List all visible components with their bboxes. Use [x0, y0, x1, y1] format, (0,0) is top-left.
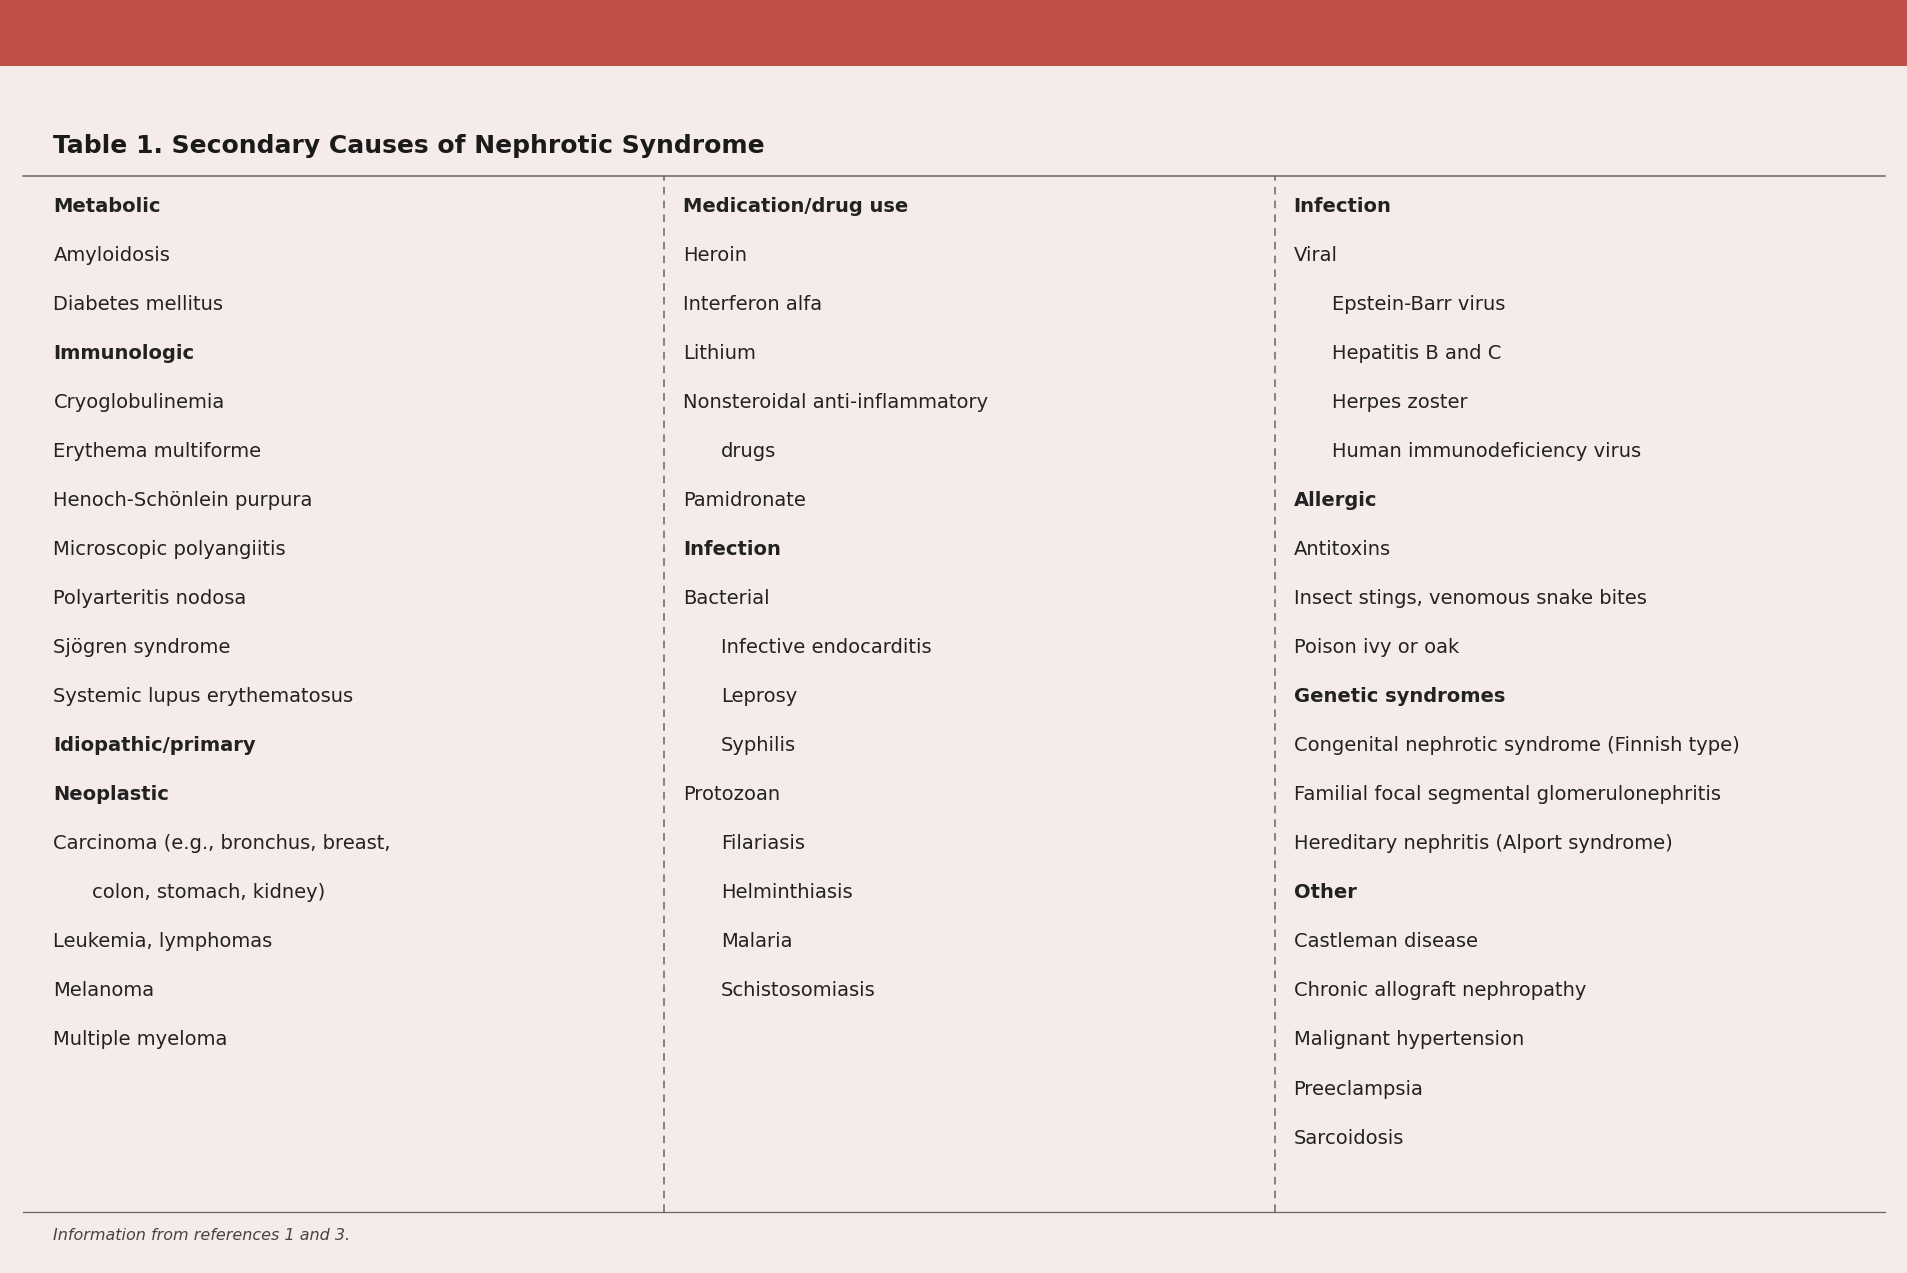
Text: Melanoma: Melanoma	[53, 981, 154, 1001]
Text: Filariasis: Filariasis	[721, 834, 805, 853]
Text: Nonsteroidal anti-inflammatory: Nonsteroidal anti-inflammatory	[683, 393, 988, 412]
Text: Syphilis: Syphilis	[721, 736, 795, 755]
Text: Antitoxins: Antitoxins	[1293, 540, 1390, 559]
Text: Neoplastic: Neoplastic	[53, 785, 170, 805]
Text: Idiopathic/primary: Idiopathic/primary	[53, 736, 256, 755]
Text: Familial focal segmental glomerulonephritis: Familial focal segmental glomerulonephri…	[1293, 785, 1720, 805]
Text: Infective endocarditis: Infective endocarditis	[721, 638, 931, 657]
Text: Genetic syndromes: Genetic syndromes	[1293, 687, 1505, 707]
Text: Poison ivy or oak: Poison ivy or oak	[1293, 638, 1459, 657]
Text: Immunologic: Immunologic	[53, 344, 195, 363]
Text: Malaria: Malaria	[721, 932, 791, 951]
Text: Helminthiasis: Helminthiasis	[721, 883, 852, 903]
Text: Herpes zoster: Herpes zoster	[1331, 393, 1466, 412]
Text: Interferon alfa: Interferon alfa	[683, 295, 822, 314]
Bar	[0, 0, 1907, 66]
Text: drugs: drugs	[721, 442, 776, 461]
Text: Human immunodeficiency virus: Human immunodeficiency virus	[1331, 442, 1640, 461]
Text: Epstein-Barr virus: Epstein-Barr virus	[1331, 295, 1505, 314]
Text: Medication/drug use: Medication/drug use	[683, 197, 908, 216]
Text: Congenital nephrotic syndrome (Finnish type): Congenital nephrotic syndrome (Finnish t…	[1293, 736, 1739, 755]
Text: Cryoglobulinemia: Cryoglobulinemia	[53, 393, 225, 412]
Text: colon, stomach, kidney): colon, stomach, kidney)	[92, 883, 324, 903]
Text: Insect stings, venomous snake bites: Insect stings, venomous snake bites	[1293, 589, 1646, 608]
Text: Malignant hypertension: Malignant hypertension	[1293, 1030, 1524, 1049]
Text: Microscopic polyangiitis: Microscopic polyangiitis	[53, 540, 286, 559]
Text: Viral: Viral	[1293, 246, 1337, 265]
Text: Heroin: Heroin	[683, 246, 748, 265]
Text: Other: Other	[1293, 883, 1356, 903]
Text: Information from references 1 and 3.: Information from references 1 and 3.	[53, 1228, 351, 1244]
Text: Amyloidosis: Amyloidosis	[53, 246, 170, 265]
Text: Sarcoidosis: Sarcoidosis	[1293, 1128, 1404, 1147]
Text: Carcinoma (e.g., bronchus, breast,: Carcinoma (e.g., bronchus, breast,	[53, 834, 391, 853]
Text: Sjögren syndrome: Sjögren syndrome	[53, 638, 231, 657]
Text: Pamidronate: Pamidronate	[683, 491, 805, 510]
Text: Infection: Infection	[1293, 197, 1390, 216]
Text: Hereditary nephritis (Alport syndrome): Hereditary nephritis (Alport syndrome)	[1293, 834, 1672, 853]
Text: Bacterial: Bacterial	[683, 589, 769, 608]
Text: Allergic: Allergic	[1293, 491, 1377, 510]
Text: Lithium: Lithium	[683, 344, 755, 363]
Text: Preeclampsia: Preeclampsia	[1293, 1080, 1423, 1099]
Text: Leprosy: Leprosy	[721, 687, 797, 707]
Text: Table 1. Secondary Causes of Nephrotic Syndrome: Table 1. Secondary Causes of Nephrotic S…	[53, 134, 765, 158]
Text: Multiple myeloma: Multiple myeloma	[53, 1030, 227, 1049]
Text: Protozoan: Protozoan	[683, 785, 780, 805]
Text: Leukemia, lymphomas: Leukemia, lymphomas	[53, 932, 273, 951]
Text: Castleman disease: Castleman disease	[1293, 932, 1476, 951]
Text: Chronic allograft nephropathy: Chronic allograft nephropathy	[1293, 981, 1585, 1001]
Text: Hepatitis B and C: Hepatitis B and C	[1331, 344, 1501, 363]
Text: Henoch-Schönlein purpura: Henoch-Schönlein purpura	[53, 491, 313, 510]
Text: Schistosomiasis: Schistosomiasis	[721, 981, 875, 1001]
Text: Systemic lupus erythematosus: Systemic lupus erythematosus	[53, 687, 353, 707]
Text: Metabolic: Metabolic	[53, 197, 160, 216]
Text: Diabetes mellitus: Diabetes mellitus	[53, 295, 223, 314]
Text: Erythema multiforme: Erythema multiforme	[53, 442, 261, 461]
Text: Infection: Infection	[683, 540, 780, 559]
Text: Polyarteritis nodosa: Polyarteritis nodosa	[53, 589, 246, 608]
